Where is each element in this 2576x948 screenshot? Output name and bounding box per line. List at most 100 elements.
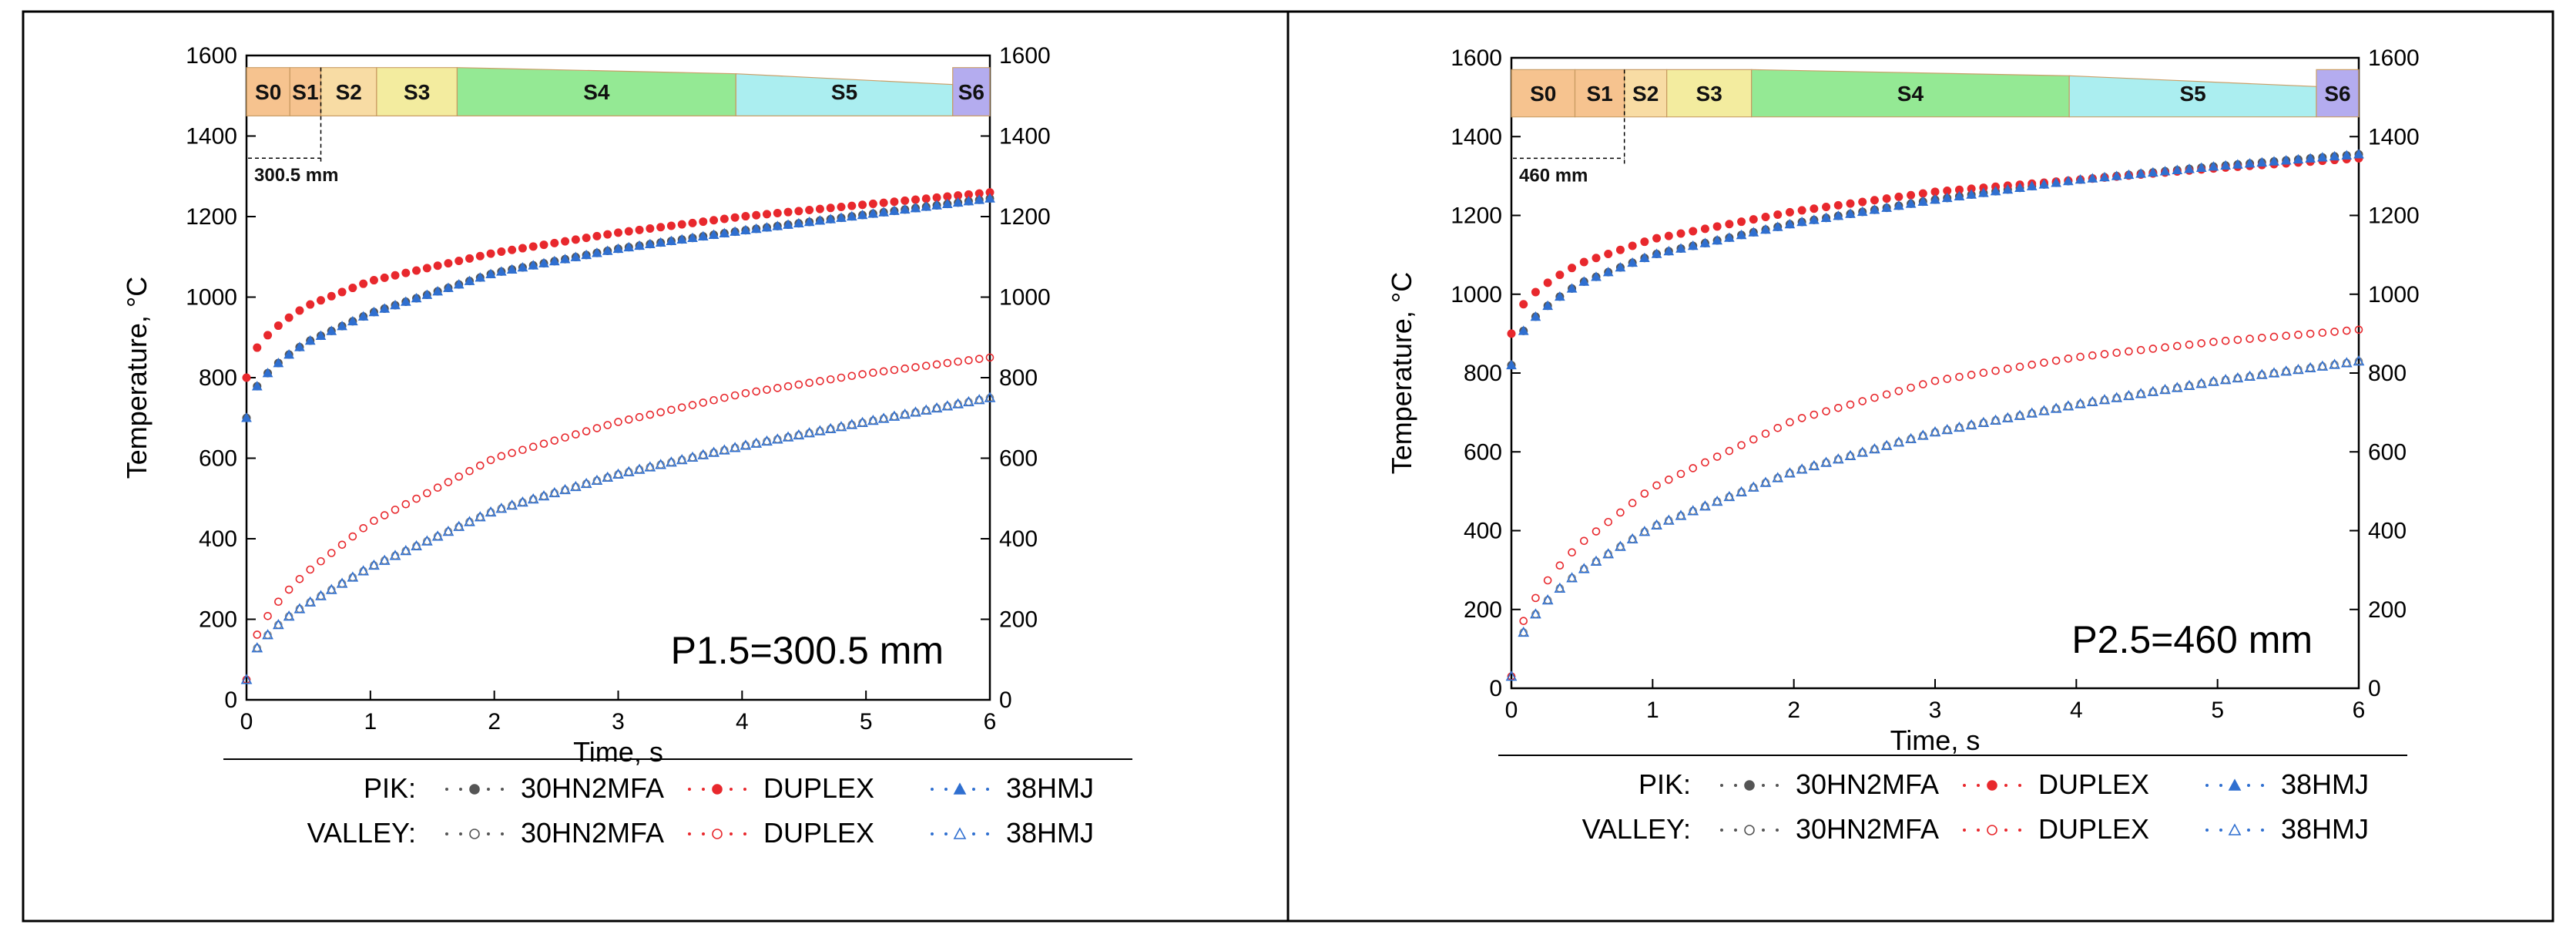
y-tick-label-right: 1600 (999, 43, 1051, 69)
data-point (2305, 153, 2316, 163)
data-point (963, 395, 974, 407)
data-point (1628, 499, 1637, 508)
data-point (2014, 182, 2025, 193)
data-point (1566, 572, 1578, 583)
data-point (2354, 325, 2363, 334)
data-point (2306, 329, 2315, 338)
data-point (741, 388, 750, 398)
data-point (453, 520, 465, 531)
data-point (241, 412, 252, 422)
data-point (901, 364, 910, 373)
x-tick-label: 1 (1646, 698, 1659, 723)
data-point (304, 334, 316, 345)
data-point (2329, 358, 2340, 369)
y-tick-label-right: 200 (999, 607, 1038, 633)
legend-dot (459, 832, 462, 835)
data-point (251, 381, 263, 391)
data-point (2028, 360, 2037, 369)
data-point (889, 205, 900, 215)
data-point (2075, 398, 2086, 408)
legend-dot (1762, 829, 1765, 832)
data-point (750, 223, 762, 234)
data-point (1845, 208, 1856, 218)
y-tick-label-right: 1200 (999, 204, 1051, 230)
data-point (1700, 224, 1709, 234)
data-point (1640, 237, 1649, 247)
y-tick-label: 800 (1464, 361, 1502, 386)
data-point (803, 216, 815, 227)
data-point (2038, 179, 2050, 189)
x-tick-label: 0 (240, 709, 253, 735)
panel-annotation: P1.5=300.5 mm (671, 629, 944, 672)
data-point (1918, 380, 1927, 388)
plot-area (1510, 56, 2360, 690)
data-point (655, 237, 666, 247)
legend: PIK: 30HN2MFA DUPLEX 38HMJ VALLEY: 30HN2MFA DU… (1498, 755, 2407, 845)
data-point (2185, 340, 2194, 349)
data-point (836, 212, 847, 222)
data-point (974, 194, 985, 204)
data-point (932, 360, 941, 369)
data-point (837, 202, 846, 211)
data-point (2148, 166, 2158, 177)
data-point (293, 603, 306, 614)
y-tick-label: 0 (1489, 676, 1502, 701)
data-point (954, 357, 962, 366)
data-point (444, 259, 453, 268)
series-pik-duplex (242, 188, 995, 382)
data-point (550, 238, 559, 247)
y-tick-label: 200 (1464, 597, 1502, 623)
data-point (359, 523, 367, 533)
legend-dot (445, 832, 448, 835)
legend-dot (743, 788, 746, 791)
legend-dot (2247, 784, 2250, 787)
data-point (825, 213, 837, 224)
data-point (400, 296, 411, 306)
legend-dot (2261, 829, 2264, 832)
data-point (370, 516, 378, 526)
data-point (709, 395, 718, 405)
data-point (2112, 348, 2122, 358)
data-point (837, 373, 846, 382)
x-axis-title: Time, s (573, 736, 663, 768)
data-point (612, 468, 624, 479)
data-point (1954, 421, 1965, 432)
data-point (378, 554, 391, 565)
data-point (326, 325, 337, 335)
data-point (327, 291, 336, 301)
data-point (442, 525, 454, 536)
data-point (1796, 463, 1808, 474)
data-point (421, 289, 433, 299)
data-point (1687, 505, 1699, 516)
data-point (582, 234, 591, 243)
data-point (2220, 160, 2231, 170)
data-point (1543, 576, 1552, 585)
data-point (901, 196, 910, 205)
series-valley-38hmj (1505, 355, 2365, 681)
data-point (294, 341, 305, 351)
data-point (740, 439, 752, 450)
data-point (655, 459, 667, 469)
data-point (921, 361, 931, 370)
data-point (336, 577, 348, 588)
data-point (1858, 397, 1867, 405)
legend-marker (712, 829, 723, 839)
data-point (2340, 357, 2353, 368)
legend-dot (944, 788, 948, 791)
data-point (1772, 221, 1783, 231)
data-point (2159, 383, 2171, 395)
data-point (719, 214, 729, 224)
data-point (667, 405, 676, 415)
data-point (2159, 166, 2171, 176)
legend-marker (2228, 823, 2242, 835)
data-point (826, 203, 835, 213)
x-tick-label: 2 (1787, 698, 1800, 723)
data-point (561, 433, 569, 442)
data-point (1687, 240, 1699, 250)
data-point (1568, 264, 1577, 273)
legend-dot (743, 832, 746, 835)
data-point (401, 499, 411, 509)
data-point (1542, 300, 1553, 311)
